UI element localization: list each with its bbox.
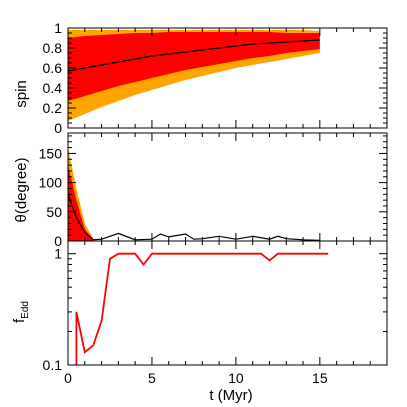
spin-y-tick-label: 0.4 [43, 80, 63, 96]
spin-median-line [67, 39, 320, 72]
theta-y-tick-label: 100 [39, 175, 63, 191]
spin-axis-label: spin [13, 80, 30, 108]
theta-y-tick-label: 50 [46, 204, 62, 220]
fedd-panel: 0.110 5 10 15 [43, 240, 388, 386]
fedd-axis-label-subscript: Edd [20, 301, 31, 319]
theta-frame [67, 132, 388, 242]
spin-inner-band [68, 32, 320, 101]
x-tick-label: 10 [228, 370, 244, 386]
fedd-line [75, 252, 329, 365]
spin-y-tick-label: 0.6 [43, 60, 63, 76]
x-axis-label: t (Myr) [209, 387, 252, 404]
fedd-axis-label-main: f [11, 318, 28, 323]
theta-y-tick-label: 150 [39, 145, 63, 161]
spin-y-tick-label: 0 [54, 120, 62, 136]
spin-panel: 0 0.2 0.4 0.6 0.8 1 [43, 20, 388, 136]
spin-y-tick-label: 1 [54, 20, 62, 36]
theta-panel: 0 50 100 150 [39, 132, 388, 249]
theta-median-line [67, 194, 320, 241]
theta-axis-label: θ(degree) [13, 157, 30, 222]
fedd-axis-label: fEdd [11, 301, 31, 323]
fedd-frame [67, 240, 388, 366]
fedd-y-tick-label: 1 [54, 246, 62, 262]
theta-inner-band [68, 165, 94, 241]
spin-y-tick-label: 0.2 [43, 100, 63, 116]
x-tick-label: 15 [312, 370, 328, 386]
spin-y-tick-label: 0.8 [43, 40, 63, 56]
theta-y-tick-label: 0 [54, 233, 62, 249]
x-tick-label: 5 [148, 370, 156, 386]
fedd-y-tick-label: 0.1 [43, 357, 63, 373]
x-tick-label: 0 [64, 370, 72, 386]
